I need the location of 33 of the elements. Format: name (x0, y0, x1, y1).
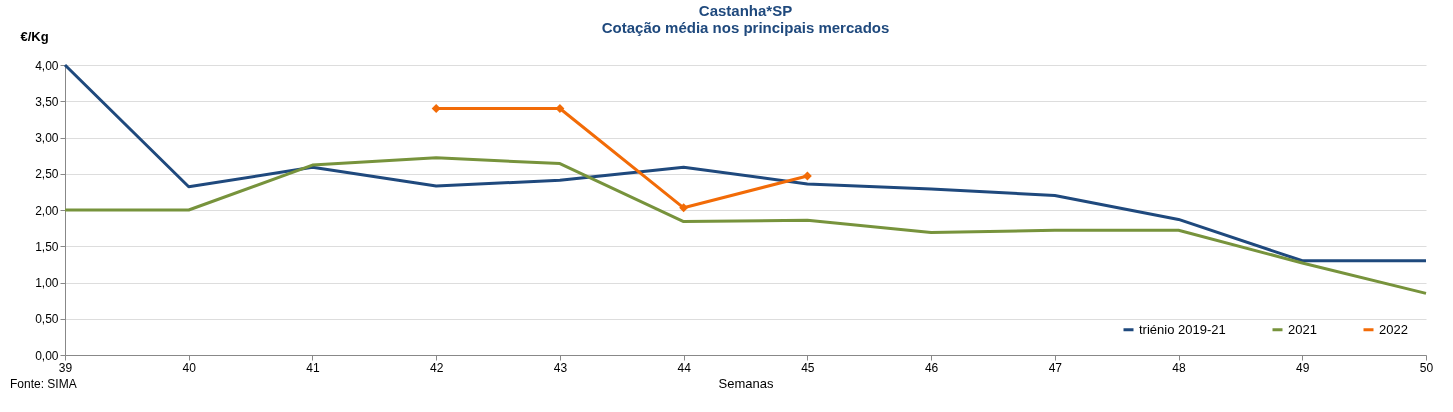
x-tick-label: 46 (924, 360, 939, 375)
x-tick-label: 50 (1419, 360, 1434, 375)
y-tick-label: 3,00 (35, 131, 59, 145)
y-tick-label: 2,50 (35, 167, 59, 182)
x-tick-label: 47 (1048, 360, 1063, 375)
chart-title: Castanha*SP (698, 2, 793, 19)
y-tick-label: 2,00 (35, 203, 59, 218)
x-tick-label: 39 (58, 360, 73, 375)
y-axis-title: €/Kg (20, 28, 49, 44)
legend-label: 2021 (1288, 321, 1317, 337)
point (802, 171, 812, 181)
x-tick-label: 48 (1172, 360, 1187, 375)
legend-label: 2022 (1379, 321, 1408, 337)
x-tick-label: 44 (677, 360, 692, 375)
x-axis-title: Semanas (718, 375, 774, 391)
legend-label: triénio 2019-21 (1139, 321, 1226, 337)
y-tick-label: 0,50 (35, 312, 59, 327)
y-tick-label: 3,50 (35, 94, 59, 109)
x-tick-label: 45 (801, 360, 815, 375)
y-tick-label: 1,50 (35, 239, 59, 254)
x-tick-label: 40 (182, 360, 197, 375)
y-tick-label: 4,00 (35, 58, 59, 73)
point (679, 203, 689, 213)
source-note: Fonte: SIMA (10, 377, 77, 391)
y-tick-label: 0,00 (35, 348, 59, 363)
y-tick-label: 1,00 (35, 276, 59, 290)
x-tick-label: 42 (430, 360, 444, 375)
x-tick-label: 41 (306, 360, 320, 375)
chart-subtitle: Cotação média nos principais mercados (601, 19, 890, 36)
x-tick-label: 43 (553, 360, 568, 375)
x-tick-label: 49 (1296, 360, 1310, 375)
line-series (63, 156, 1428, 295)
line-series (63, 63, 1428, 263)
